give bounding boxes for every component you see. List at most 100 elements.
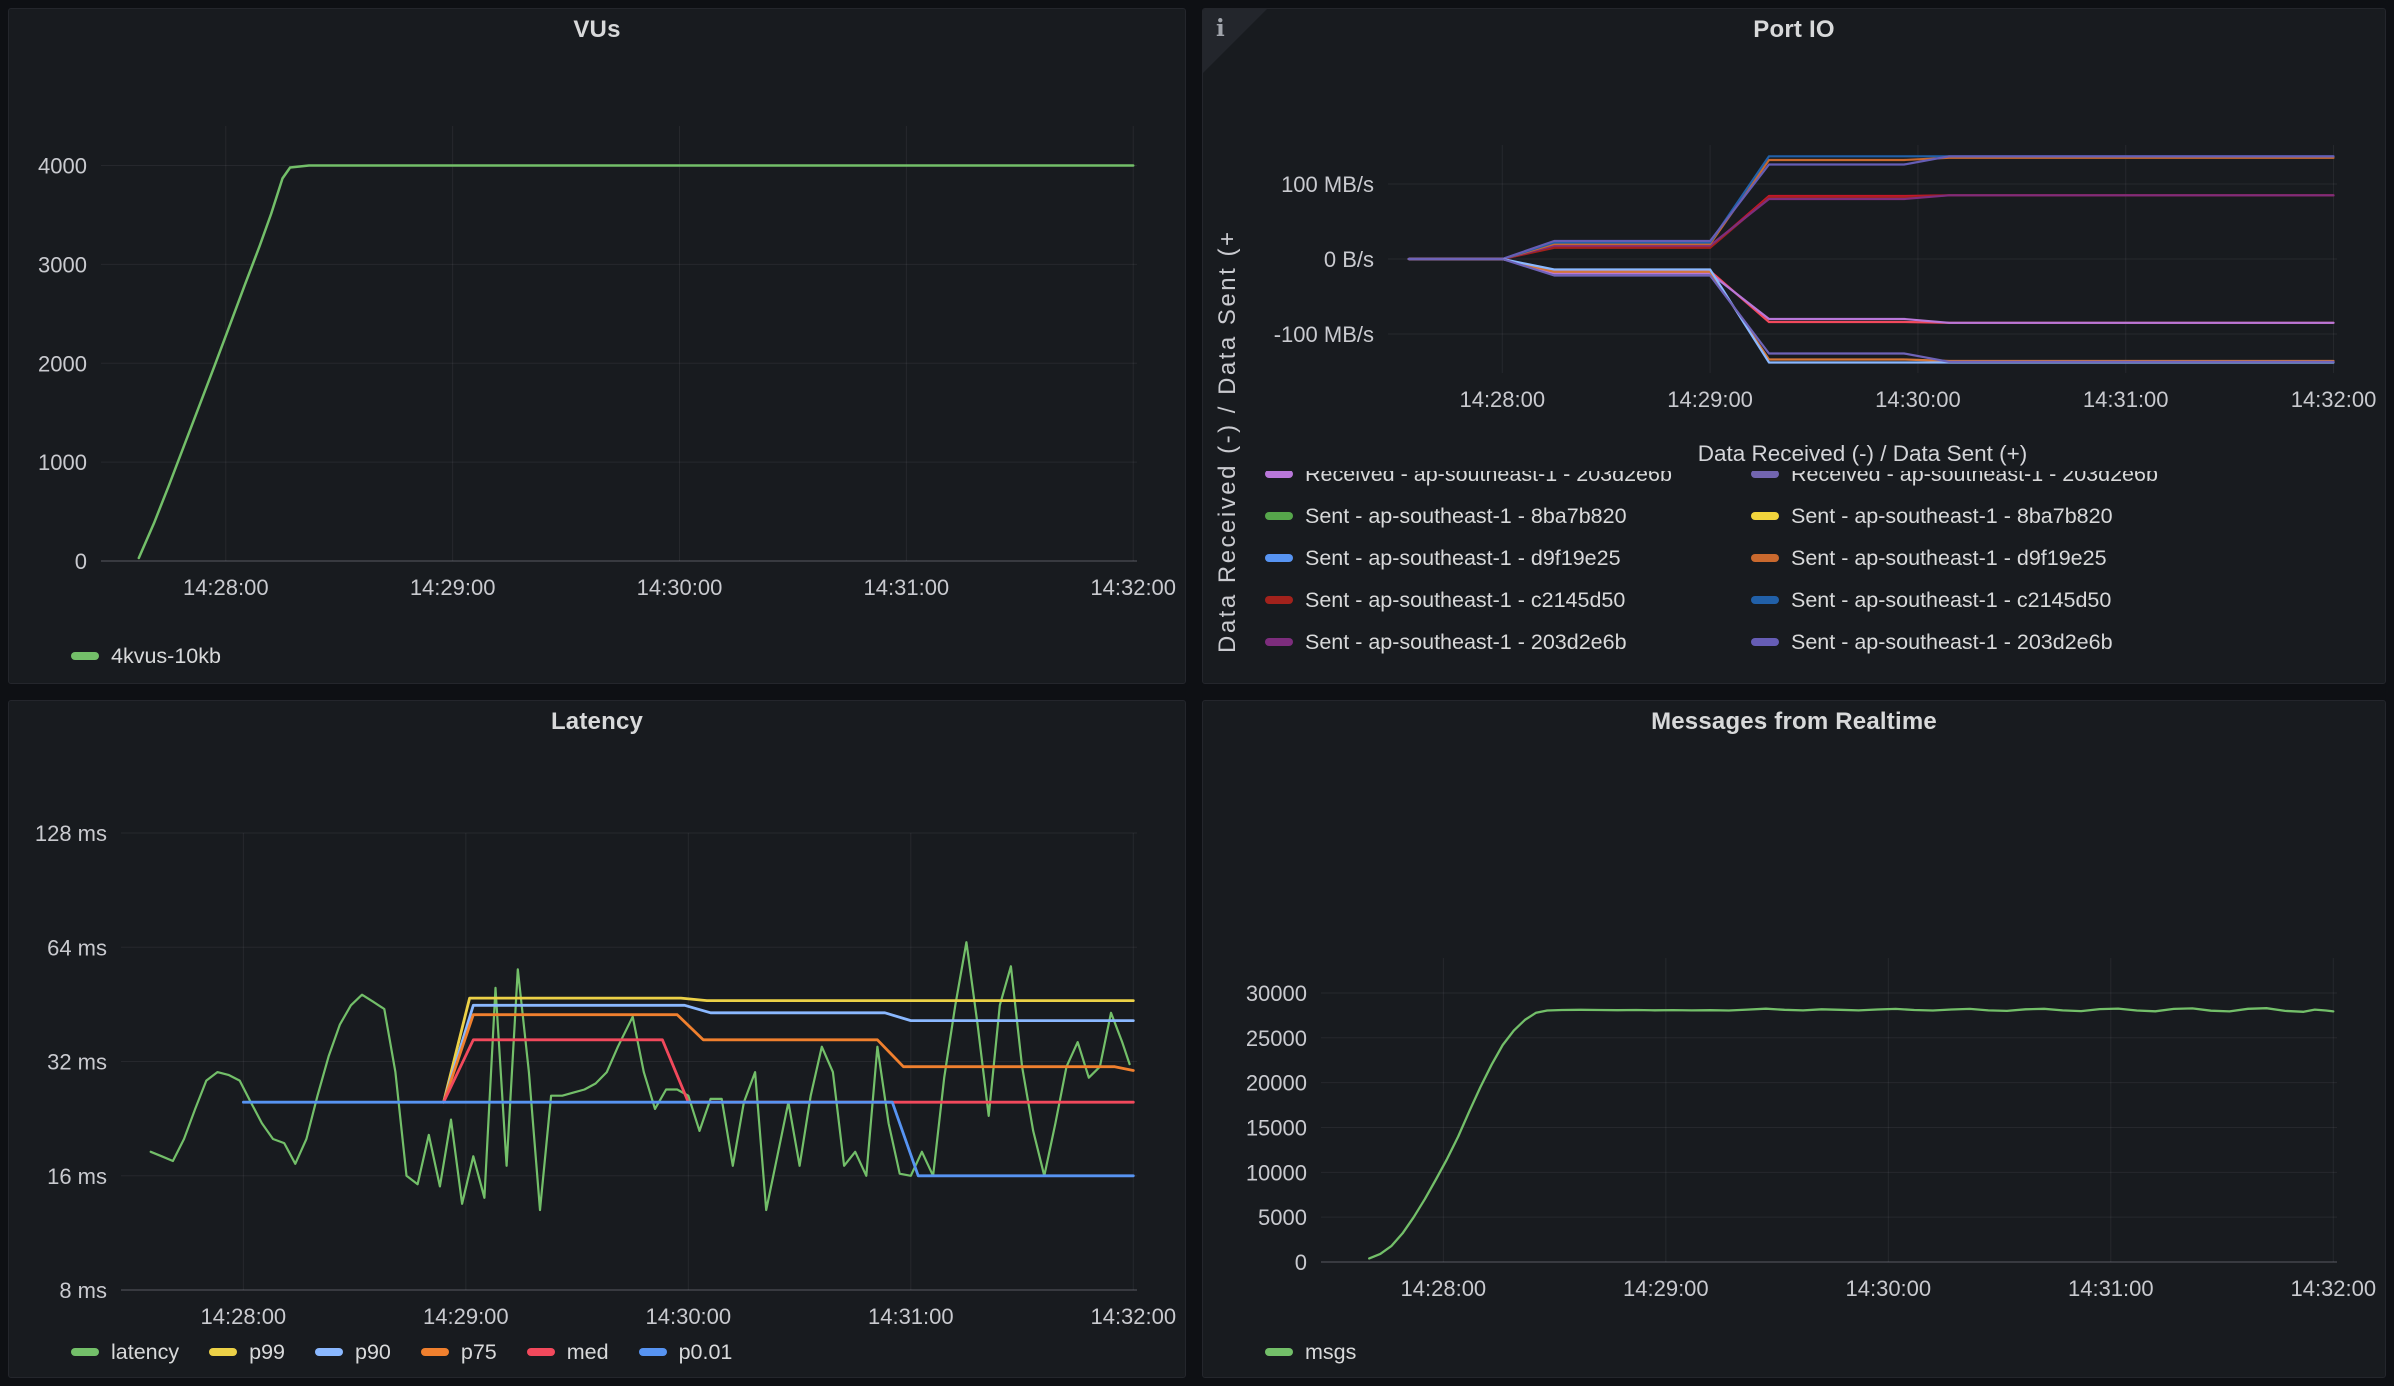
legend-item[interactable]: Sent - ap-southeast-1 - c2145d50 — [1265, 585, 1721, 615]
legend-item[interactable]: 4kvus-10kb — [71, 641, 221, 671]
x-tick-label: 14:30:00 — [637, 575, 723, 600]
panel-title-port-io: Port IO — [1203, 9, 2385, 51]
y-tick-label: 8 ms — [59, 1278, 107, 1303]
y-tick-label: 10000 — [1246, 1160, 1307, 1185]
panel-title-messages: Messages from Realtime — [1203, 701, 2385, 743]
legend-label: Received - ap-southeast-1 - 203d2e6b — [1305, 471, 1672, 487]
vus-chart-svg[interactable]: 14:28:0014:29:0014:30:0014:31:0014:32:00… — [9, 51, 1185, 629]
legend-swatch — [421, 1348, 449, 1356]
x-tick-label: 14:31:00 — [864, 575, 950, 600]
legend-item[interactable]: Received - ap-southeast-1 - 203d2e6b — [1751, 471, 2158, 489]
panel-latency: Latency 14:28:0014:29:0014:30:0014:31:00… — [8, 700, 1186, 1378]
legend-label: med — [567, 1340, 609, 1365]
x-tick-label: 14:28:00 — [201, 1304, 287, 1327]
legend-label: p90 — [355, 1340, 391, 1365]
legend-label: Received - ap-southeast-1 - 203d2e6b — [1791, 471, 2158, 487]
legend-item[interactable]: Sent - ap-southeast-1 - 8ba7b820 — [1751, 501, 2158, 531]
legend-item[interactable]: Sent - ap-southeast-1 - d9f19e25 — [1265, 543, 1721, 573]
y-tick-label: 16 ms — [47, 1164, 107, 1189]
legend-label: Sent - ap-southeast-1 - c2145d50 — [1305, 588, 1625, 613]
series-msgs — [1369, 1008, 2333, 1258]
y-tick-label: 64 ms — [47, 935, 107, 960]
legend-label: Sent - ap-southeast-1 - 203d2e6b — [1791, 630, 2113, 655]
x-tick-label: 14:30:00 — [1846, 1276, 1932, 1301]
legend-item[interactable]: msgs — [1265, 1337, 1356, 1367]
series-p90 — [444, 1005, 1134, 1102]
panel-messages: Messages from Realtime 14:28:0014:29:001… — [1202, 700, 2386, 1378]
panel-title-vus: VUs — [9, 9, 1185, 51]
legend-swatch — [71, 652, 99, 660]
legend-swatch — [315, 1348, 343, 1356]
x-tick-label: 14:28:00 — [183, 575, 269, 600]
legend-label: 4kvus-10kb — [111, 644, 221, 669]
legend-swatch — [1751, 554, 1779, 562]
x-tick-label: 14:29:00 — [1667, 387, 1753, 412]
latency-legend: latency p99 p90 p75 med p0.01 — [9, 1327, 1185, 1377]
legend-swatch — [1265, 638, 1293, 646]
legend-label: msgs — [1305, 1340, 1356, 1365]
latency-chart-svg[interactable]: 14:28:0014:29:0014:30:0014:31:0014:32:00… — [9, 743, 1185, 1327]
legend-label: Sent - ap-southeast-1 - c2145d50 — [1791, 588, 2111, 613]
x-tick-label: 14:31:00 — [2068, 1276, 2154, 1301]
y-tick-label: 0 — [1295, 1250, 1307, 1275]
x-tick-label: 14:29:00 — [1623, 1276, 1709, 1301]
y-tick-label: 4000 — [38, 154, 87, 179]
legend-item[interactable]: Sent - ap-southeast-1 - c2145d50 — [1751, 585, 2158, 615]
panel-vus: VUs 14:28:0014:29:0014:30:0014:31:0014:3… — [8, 8, 1186, 684]
legend-item[interactable]: med — [527, 1337, 609, 1367]
legend-label: Sent - ap-southeast-1 - 203d2e6b — [1305, 630, 1627, 655]
legend-label: latency — [111, 1340, 179, 1365]
legend-swatch — [1751, 596, 1779, 604]
legend-label: Sent - ap-southeast-1 - d9f19e25 — [1305, 546, 1621, 571]
legend-swatch — [1265, 512, 1293, 520]
legend-item[interactable]: p0.01 — [639, 1337, 733, 1367]
port-io-chart-svg[interactable]: 14:28:0014:29:0014:30:0014:31:0014:32:00… — [1203, 51, 2385, 437]
legend-label: Sent - ap-southeast-1 - 8ba7b820 — [1305, 504, 1627, 529]
panel-title-latency: Latency — [9, 701, 1185, 743]
x-tick-label: 14:28:00 — [1401, 1276, 1487, 1301]
legend-label: p75 — [461, 1340, 497, 1365]
legend-item[interactable]: Received - ap-southeast-1 - 203d2e6b — [1265, 471, 1721, 489]
legend-item[interactable]: p75 — [421, 1337, 497, 1367]
y-tick-label: 128 ms — [35, 821, 107, 846]
legend-swatch — [1751, 512, 1779, 520]
y-tick-label: 5000 — [1258, 1205, 1307, 1230]
panel-port-io: i Port IO Data Received (-) / Data Sent … — [1202, 8, 2386, 684]
legend-label: p0.01 — [679, 1340, 733, 1365]
x-tick-label: 14:31:00 — [868, 1304, 954, 1327]
messages-chart-area[interactable]: 14:28:00 14:29:00 14:30:00 14:31:00 14:32:00… — [1203, 743, 2385, 1327]
grafana-dashboard: VUs 14:28:00 14:29:00 14:30:00 14:31:00 14:3… — [0, 0, 2394, 1386]
legend-swatch — [1751, 471, 1779, 478]
legend-swatch — [639, 1348, 667, 1356]
x-tick-label: 14:32:00 — [1090, 1304, 1176, 1327]
series-sent-pos-darkred — [1409, 195, 2334, 259]
vus-chart-area[interactable]: 14:28:0014:29:0014:30:0014:31:0014:32:00… — [9, 51, 1185, 629]
legend-item[interactable]: latency — [71, 1337, 179, 1367]
messages-legend: msgs — [1203, 1327, 2385, 1377]
legend-item[interactable]: p90 — [315, 1337, 391, 1367]
legend-item[interactable]: p99 — [209, 1337, 285, 1367]
legend-swatch — [1265, 554, 1293, 562]
y-tick-label: 0 B/s — [1324, 247, 1374, 272]
x-tick-label: 14:32:00 — [2290, 1276, 2376, 1301]
series-med — [444, 1040, 1134, 1102]
x-tick-label: 14:30:00 — [646, 1304, 732, 1327]
legend-item[interactable]: Sent - ap-southeast-1 - 203d2e6b — [1751, 627, 2158, 657]
legend-label: p99 — [249, 1340, 285, 1365]
info-icon[interactable]: i — [1216, 15, 1225, 42]
y-tick-label: 3000 — [38, 252, 87, 277]
legend-item[interactable]: Sent - ap-southeast-1 - 8ba7b820 — [1265, 501, 1721, 531]
port-io-chart-area[interactable]: 14:28:0014:29:0014:30:0014:31:0014:32:00… — [1203, 51, 2385, 437]
y-tick-label: 100 MB/s — [1281, 172, 1374, 197]
y-tick-label: 25000 — [1246, 1026, 1307, 1051]
legend-item[interactable]: Sent - ap-southeast-1 - d9f19e25 — [1751, 543, 2158, 573]
x-tick-label: 14:29:00 — [410, 575, 496, 600]
series-recv-neg-slate — [1409, 259, 2334, 362]
y-tick-label: -100 MB/s — [1274, 322, 1374, 347]
series-latency — [151, 942, 1130, 1210]
vus-legend: 4kvus-10kb — [9, 629, 1185, 683]
messages-chart-svg[interactable]: 14:28:00 14:29:00 14:30:00 14:31:00 14:32:00… — [1203, 743, 2385, 1327]
latency-chart-area[interactable]: 14:28:0014:29:0014:30:0014:31:0014:32:00… — [9, 743, 1185, 1327]
y-tick-label: 30000 — [1246, 981, 1307, 1006]
legend-item[interactable]: Sent - ap-southeast-1 - 203d2e6b — [1265, 627, 1721, 657]
